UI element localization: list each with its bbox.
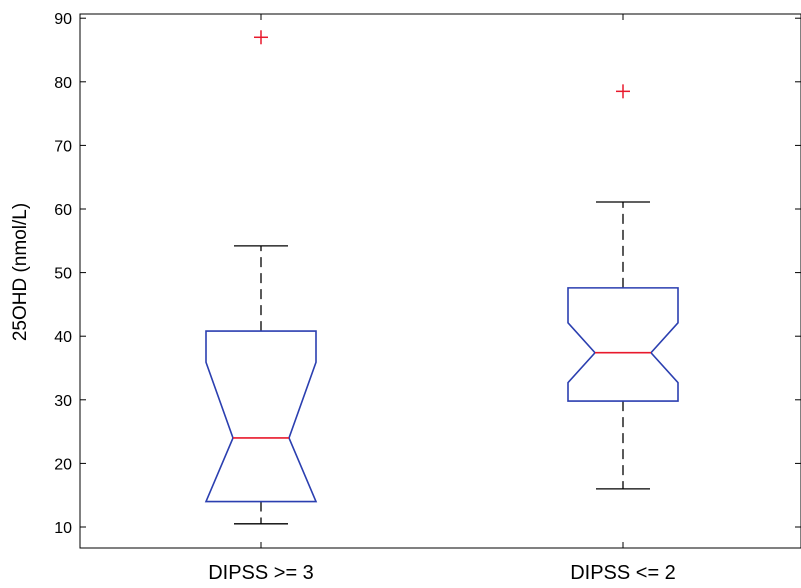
x-category-label: DIPSS <= 2 bbox=[570, 562, 676, 584]
y-axis: 10 20 30 40 50 60 70 80 90 bbox=[54, 11, 801, 537]
y-tick-label: 70 bbox=[54, 138, 72, 155]
box-body bbox=[204, 330, 318, 503]
y-tick-label: 30 bbox=[54, 393, 72, 410]
outlier-marker bbox=[616, 84, 630, 99]
y-tick-label: 80 bbox=[54, 75, 72, 92]
x-axis: DIPSS >= 3 DIPSS <= 2 bbox=[208, 14, 676, 584]
y-tick-label: 90 bbox=[54, 11, 72, 28]
y-tick-label: 10 bbox=[54, 520, 72, 537]
box-group bbox=[204, 30, 318, 525]
boxes-layer bbox=[204, 30, 679, 525]
x-category-label: DIPSS >= 3 bbox=[208, 562, 314, 584]
y-axis-title: 25OHD (nmol/L) bbox=[10, 203, 31, 341]
box-body bbox=[567, 287, 679, 402]
y-tick-label: 50 bbox=[54, 266, 72, 283]
outlier-marker bbox=[254, 30, 268, 45]
y-tick-label: 60 bbox=[54, 202, 72, 219]
plot-area bbox=[79, 13, 801, 549]
y-tick-label: 40 bbox=[54, 329, 72, 346]
y-tick-label: 20 bbox=[54, 456, 72, 473]
box-group bbox=[567, 84, 679, 490]
